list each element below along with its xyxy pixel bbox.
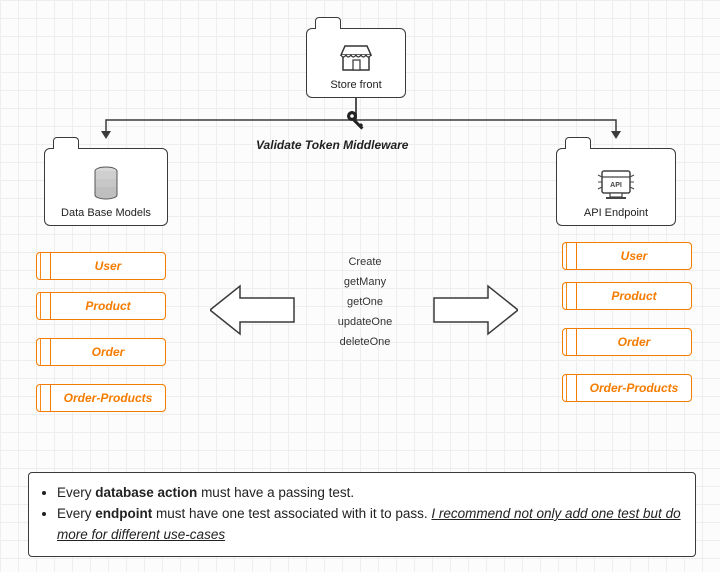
node-db-models: Data Base Models	[44, 148, 168, 226]
op-item: getMany	[320, 276, 410, 288]
note-line-1: Every database action must have a passin…	[57, 483, 681, 504]
entity-left-order: Order	[36, 338, 166, 366]
op-item: updateOne	[320, 316, 410, 328]
operations-list: Create getMany getOne updateOne deleteOn…	[320, 248, 410, 356]
op-item: getOne	[320, 296, 410, 308]
note-line-2: Every endpoint must have one test associ…	[57, 504, 681, 546]
entity-label: Product	[51, 299, 165, 313]
entity-label: Product	[577, 289, 691, 303]
op-item: deleteOne	[320, 336, 410, 348]
entity-right-order: Order	[562, 328, 692, 356]
entity-label: Order-Products	[577, 381, 691, 395]
entity-left-product: Product	[36, 292, 166, 320]
arrow-left-icon	[210, 284, 296, 336]
arrow-right-icon	[432, 284, 518, 336]
node-db-models-label: Data Base Models	[57, 205, 155, 221]
entity-right-order-products: Order-Products	[562, 374, 692, 402]
node-store-front-label: Store front	[326, 77, 385, 93]
node-api-endpoint-label: API Endpoint	[580, 205, 652, 221]
entity-label: User	[577, 249, 691, 263]
entity-label: Order	[51, 345, 165, 359]
middleware-label: Validate Token Middleware	[256, 138, 408, 152]
note-box: Every database action must have a passin…	[28, 472, 696, 557]
entity-label: Order-Products	[51, 391, 165, 405]
key-icon	[344, 108, 370, 134]
node-store-front: Store front	[306, 28, 406, 98]
entity-left-user: User	[36, 252, 166, 280]
database-icon	[91, 165, 121, 201]
op-item: Create	[320, 256, 410, 268]
entity-label: User	[51, 259, 165, 273]
storefront-icon	[339, 43, 373, 73]
api-icon: API	[596, 167, 636, 201]
entity-right-product: Product	[562, 282, 692, 310]
svg-text:API: API	[610, 182, 622, 189]
entity-right-user: User	[562, 242, 692, 270]
entity-label: Order	[577, 335, 691, 349]
node-api-endpoint: API API Endpoint	[556, 148, 676, 226]
entity-left-order-products: Order-Products	[36, 384, 166, 412]
